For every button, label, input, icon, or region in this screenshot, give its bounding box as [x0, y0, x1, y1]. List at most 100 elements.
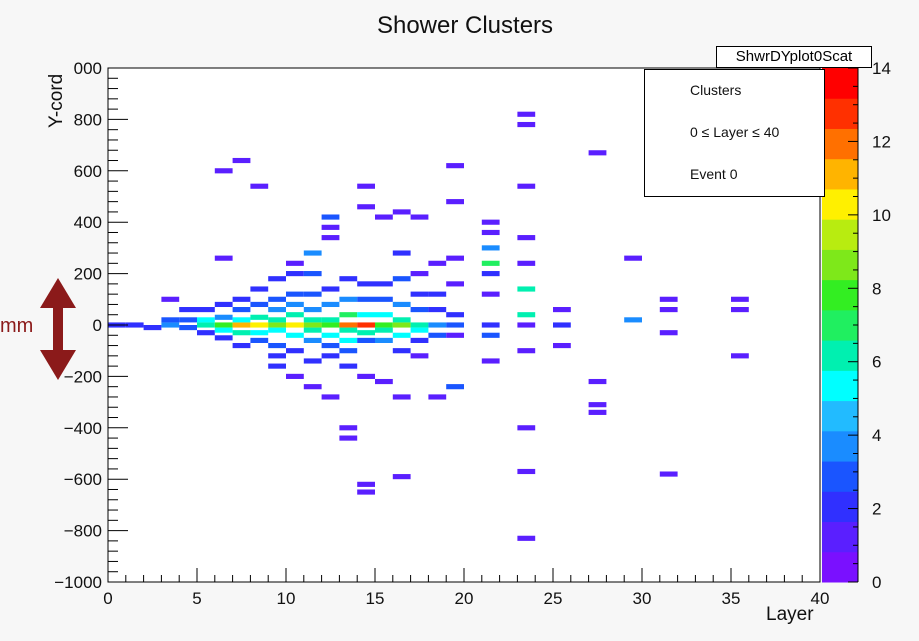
- heatmap-cell: [410, 307, 429, 313]
- heatmap-cell: [410, 353, 429, 359]
- double-arrow-annotation: [40, 278, 76, 380]
- x-axis-label: Layer: [766, 604, 814, 625]
- heatmap-cell: [481, 219, 500, 225]
- heatmap-cell: [250, 314, 269, 320]
- heatmap-cell: [232, 322, 251, 328]
- heatmap-cell: [446, 255, 464, 261]
- heatmap-cell: [339, 337, 358, 343]
- palette-tick-label: 12: [872, 132, 891, 151]
- heatmap-cell: [517, 322, 536, 328]
- heatmap-cell: [339, 296, 358, 302]
- y-axis-label-box: Y-cord: [22, 56, 67, 128]
- heatmap-cell: [232, 317, 251, 323]
- heatmap-cell: [321, 394, 340, 400]
- heatmap-cell: [250, 183, 269, 189]
- heatmap-cell: [481, 229, 500, 236]
- heatmap-cell: [517, 425, 536, 431]
- heatmap-cell: [161, 322, 180, 328]
- palette-band: [822, 491, 858, 523]
- palette-band: [822, 430, 858, 462]
- heatmap-cell: [410, 214, 429, 220]
- heatmap-cell: [392, 250, 411, 256]
- heatmap-cell: [517, 121, 536, 128]
- heatmap-cell: [446, 312, 464, 318]
- heatmap-cell: [214, 327, 233, 333]
- heatmap-cell: [481, 260, 500, 266]
- palette-band: [822, 219, 858, 250]
- heatmap-cell: [268, 322, 286, 328]
- heatmap-cell: [303, 250, 322, 256]
- chart-title: Shower Clusters: [376, 12, 554, 39]
- heatmap-cell: [392, 301, 411, 308]
- heatmap-cell: [481, 271, 500, 277]
- x-tick-label: 15: [366, 589, 385, 608]
- heatmap-cell: [392, 322, 411, 328]
- heatmap-cell: [232, 342, 251, 349]
- heatmap-cell: [392, 209, 411, 215]
- heatmap-cell: [392, 348, 411, 354]
- heatmap-cell: [197, 330, 215, 336]
- heatmap-cell: [428, 307, 447, 313]
- heatmap-cell: [375, 337, 393, 343]
- axes: 0 5 10 15 20 25 30 35 40 −1000 −800 −600 −400 −200 0 20…: [54, 59, 829, 608]
- stats-layer-range: 0 ≤ Layer ≤ 40: [690, 124, 780, 140]
- heatmap-cell: [161, 296, 180, 302]
- x-tick-label: 20: [455, 589, 474, 608]
- heatmap-cell: [446, 322, 464, 328]
- heatmap-cell: [357, 373, 375, 379]
- heatmap-cell: [303, 358, 322, 364]
- palette-tick-label: 6: [872, 353, 881, 372]
- heatmap-cell: [517, 348, 536, 354]
- heatmap-cell: [232, 307, 251, 313]
- heatmap-cell: [428, 394, 447, 400]
- palette-band: [822, 249, 858, 281]
- y-tick-label: 600: [74, 162, 102, 181]
- heatmap-cell: [357, 322, 375, 328]
- heatmap-cells: [108, 111, 749, 541]
- heatmap-cell: [731, 296, 749, 302]
- heatmap-cell: [410, 327, 429, 333]
- heatmap-cell: [303, 384, 322, 390]
- heatmap-cell: [303, 327, 322, 333]
- color-palette: 0 2 4 6 8 10 12 14: [822, 59, 891, 592]
- heatmap-cell: [197, 307, 215, 313]
- palette-tick-label: 2: [872, 500, 881, 519]
- heatmap-cell: [659, 307, 678, 313]
- heatmap-cell: [339, 435, 358, 441]
- x-tick-label: 25: [544, 589, 563, 608]
- heatmap-cell: [659, 296, 678, 302]
- y-tick-label: 0: [93, 316, 102, 335]
- heatmap-cell: [339, 348, 358, 354]
- heatmap-cell: [286, 373, 304, 379]
- heatmap-cell: [286, 301, 304, 308]
- heatmap-cell: [303, 271, 322, 277]
- heatmap-cell: [339, 327, 358, 333]
- heatmap-cell: [286, 260, 304, 266]
- histogram-name-box: ShwrDYplot0Scat: [716, 46, 872, 68]
- heatmap-cell: [553, 342, 571, 349]
- heatmap-cell: [517, 111, 536, 117]
- palette-tick-label: 0: [872, 573, 881, 592]
- heatmap-cell: [357, 312, 375, 318]
- heatmap-cell: [392, 332, 411, 338]
- heatmap-cell: [428, 322, 447, 328]
- heatmap-cell: [125, 322, 144, 328]
- heatmap-cell: [339, 312, 358, 318]
- heatmap-cell: [446, 384, 464, 390]
- heatmap-cell: [481, 245, 500, 251]
- heatmap-cell: [375, 327, 393, 333]
- heatmap-cell: [446, 332, 464, 338]
- heatmap-cell: [303, 307, 322, 313]
- y-tick-label: −400: [64, 419, 102, 438]
- heatmap-cell: [357, 204, 375, 210]
- heatmap-cell: [214, 322, 233, 328]
- heatmap-cell: [179, 325, 197, 331]
- heatmap-cell: [553, 322, 571, 328]
- palette-tick-label: 10: [872, 206, 891, 225]
- heatmap-cell: [214, 301, 233, 308]
- palette-band: [822, 309, 858, 341]
- heatmap-cell: [357, 330, 375, 336]
- heatmap-cell: [375, 312, 393, 318]
- heatmap-cell: [357, 481, 375, 487]
- heatmap-cell: [517, 183, 536, 189]
